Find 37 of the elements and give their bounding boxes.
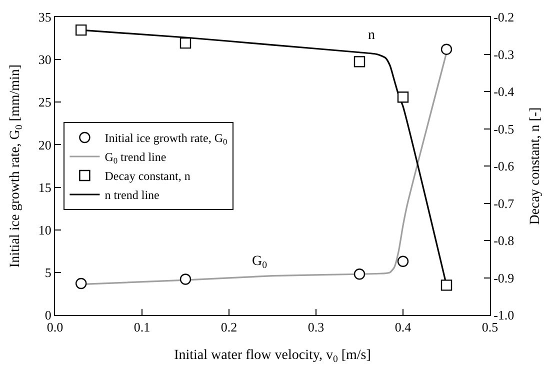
y-tick-label: 35: [38, 10, 52, 25]
y2-tick-label: -0.7: [494, 196, 515, 211]
y-tick-label: 5: [44, 264, 52, 280]
y2-tick-label: -0.9: [494, 270, 514, 286]
point: [354, 268, 366, 280]
point: [354, 56, 366, 68]
y2-tick-label: -0.5: [494, 121, 514, 136]
y-tick-label: 15: [38, 180, 52, 195]
legend-label: Initial ice growth rate, G$_{0}$: [104, 131, 228, 147]
y2-tick-label: -0.6: [494, 158, 515, 174]
annotation: n: [368, 28, 375, 43]
point: [180, 274, 192, 285]
y-tick-label: 25: [38, 94, 52, 110]
legend-label: n trend line: [104, 188, 160, 202]
y2-tick-label: -0.2: [494, 10, 514, 25]
x-axis-title: Initial water flow velocity, v$_{0}$ [m/s]: [174, 348, 371, 365]
point: [397, 91, 409, 103]
annotation: G$_{0}$: [252, 254, 268, 271]
x-tick-label: 0.1: [134, 320, 150, 335]
y-tick-label: 20: [38, 137, 52, 152]
y2-tick-label: -0.4: [494, 84, 515, 100]
y-tick-label: 30: [38, 52, 52, 68]
legend-label: Decay constant, n: [104, 169, 190, 184]
point: [76, 278, 87, 290]
y2-axis-title: Decay constant, n [-]: [528, 107, 543, 225]
y-tick-label: 10: [38, 222, 52, 238]
point: [180, 37, 192, 49]
legend-label: G$_{0}$ trend line: [104, 150, 166, 166]
x-tick-label: 0.3: [308, 320, 324, 335]
x-tick-label: 0.4: [394, 320, 412, 335]
point: [76, 24, 87, 36]
point: [440, 280, 452, 291]
x-tick-label: 0.2: [220, 320, 238, 335]
y2-tick-label: -0.3: [494, 46, 514, 62]
point: [440, 44, 452, 55]
point: [397, 256, 409, 267]
y2-tick-label: -0.8: [494, 233, 514, 248]
